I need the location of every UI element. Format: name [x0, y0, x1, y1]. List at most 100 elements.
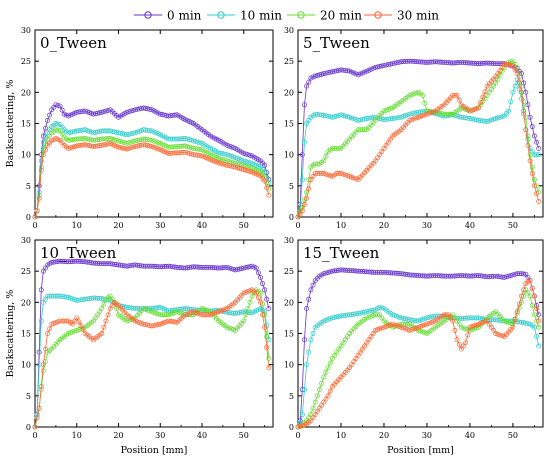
data-point — [260, 312, 266, 318]
data-point — [531, 177, 537, 183]
data-point — [212, 158, 217, 164]
data-point — [82, 108, 88, 114]
data-point — [220, 307, 226, 313]
data-point — [299, 412, 305, 417]
data-point — [228, 326, 234, 332]
data-point — [400, 325, 406, 331]
data-point — [262, 287, 268, 293]
data-point — [65, 294, 71, 300]
y-tick-label: 25 — [284, 57, 294, 66]
data-point — [349, 115, 355, 121]
data-point — [523, 114, 529, 120]
data-point — [245, 306, 251, 312]
data-point — [224, 324, 230, 330]
data-point — [304, 362, 310, 368]
y-tick-label: 0 — [289, 213, 294, 222]
data-point — [47, 112, 53, 118]
data-point — [187, 310, 192, 316]
data-point — [482, 319, 488, 325]
data-point — [295, 424, 301, 430]
data-point — [471, 323, 477, 329]
data-point — [405, 321, 411, 327]
y-tick-label: 25 — [284, 267, 294, 276]
data-point — [398, 114, 404, 120]
data-point — [228, 144, 234, 150]
data-point — [216, 309, 222, 315]
data-point — [493, 80, 499, 86]
data-point — [415, 318, 421, 324]
data-point — [396, 324, 402, 329]
series-line — [297, 269, 540, 428]
y-axis-label: Backscattering, % — [5, 290, 16, 378]
series-10-min — [32, 121, 272, 220]
data-point — [325, 269, 331, 275]
data-point — [344, 114, 350, 120]
data-point — [463, 340, 469, 346]
data-point — [49, 321, 55, 327]
data-point — [319, 71, 325, 77]
data-point — [325, 365, 331, 371]
data-point — [103, 318, 109, 324]
legend-label: 20 min — [320, 9, 362, 23]
data-point — [207, 312, 213, 318]
legend-label: 30 min — [397, 9, 439, 23]
data-point — [422, 112, 428, 118]
data-point — [476, 321, 481, 327]
data-point — [134, 319, 140, 325]
data-point — [36, 349, 42, 355]
data-point — [134, 129, 140, 135]
data-point — [40, 362, 46, 368]
data-point — [304, 83, 310, 89]
data-point — [480, 94, 486, 100]
data-point — [314, 73, 320, 78]
data-point — [214, 159, 220, 165]
data-point — [302, 139, 307, 145]
data-point — [325, 393, 331, 399]
data-point — [178, 310, 184, 316]
data-point — [59, 107, 65, 113]
y-tick-label: 20 — [21, 298, 31, 307]
data-point — [407, 327, 413, 333]
data-point — [531, 312, 537, 318]
x-tick-label: 0 — [295, 431, 300, 440]
data-point — [536, 198, 542, 204]
data-point — [488, 117, 494, 123]
data-point — [264, 296, 270, 302]
data-point — [525, 321, 531, 327]
data-point — [151, 138, 157, 144]
legend: 0 min 10 min 20 min 30 min — [134, 9, 439, 23]
data-point — [105, 312, 111, 318]
data-point — [147, 106, 153, 112]
data-point — [482, 89, 488, 95]
data-point — [124, 318, 130, 324]
data-point — [323, 171, 329, 177]
x-tick-label: 30 — [155, 221, 165, 230]
data-point — [327, 316, 333, 322]
data-point — [534, 152, 540, 158]
x-tick-label: 50 — [239, 431, 249, 440]
data-point — [413, 325, 419, 331]
data-point — [325, 172, 331, 178]
legend-item-20-min: 20 min — [287, 9, 362, 23]
data-point — [264, 334, 270, 340]
data-point — [262, 162, 268, 168]
data-point — [212, 310, 217, 316]
data-point — [501, 318, 507, 324]
series-line — [34, 138, 270, 218]
data-point — [426, 110, 432, 116]
data-point — [226, 152, 232, 158]
data-point — [491, 116, 497, 122]
data-point — [499, 333, 505, 339]
x-tick-label: 0 — [32, 431, 37, 440]
data-point — [415, 114, 421, 120]
panel-5-tween: 0 10 20 30 40 50 0 5 10 15 20 25 30 5_Tween — [284, 26, 544, 230]
data-point — [310, 282, 316, 288]
data-point — [325, 317, 331, 322]
data-point — [226, 143, 232, 149]
data-point — [314, 393, 320, 399]
x-tick-label: 40 — [465, 431, 475, 440]
data-point — [151, 310, 157, 315]
data-point — [321, 271, 327, 277]
y-tick-label: 30 — [284, 236, 294, 245]
panel-title: 5_Tween — [303, 34, 370, 52]
